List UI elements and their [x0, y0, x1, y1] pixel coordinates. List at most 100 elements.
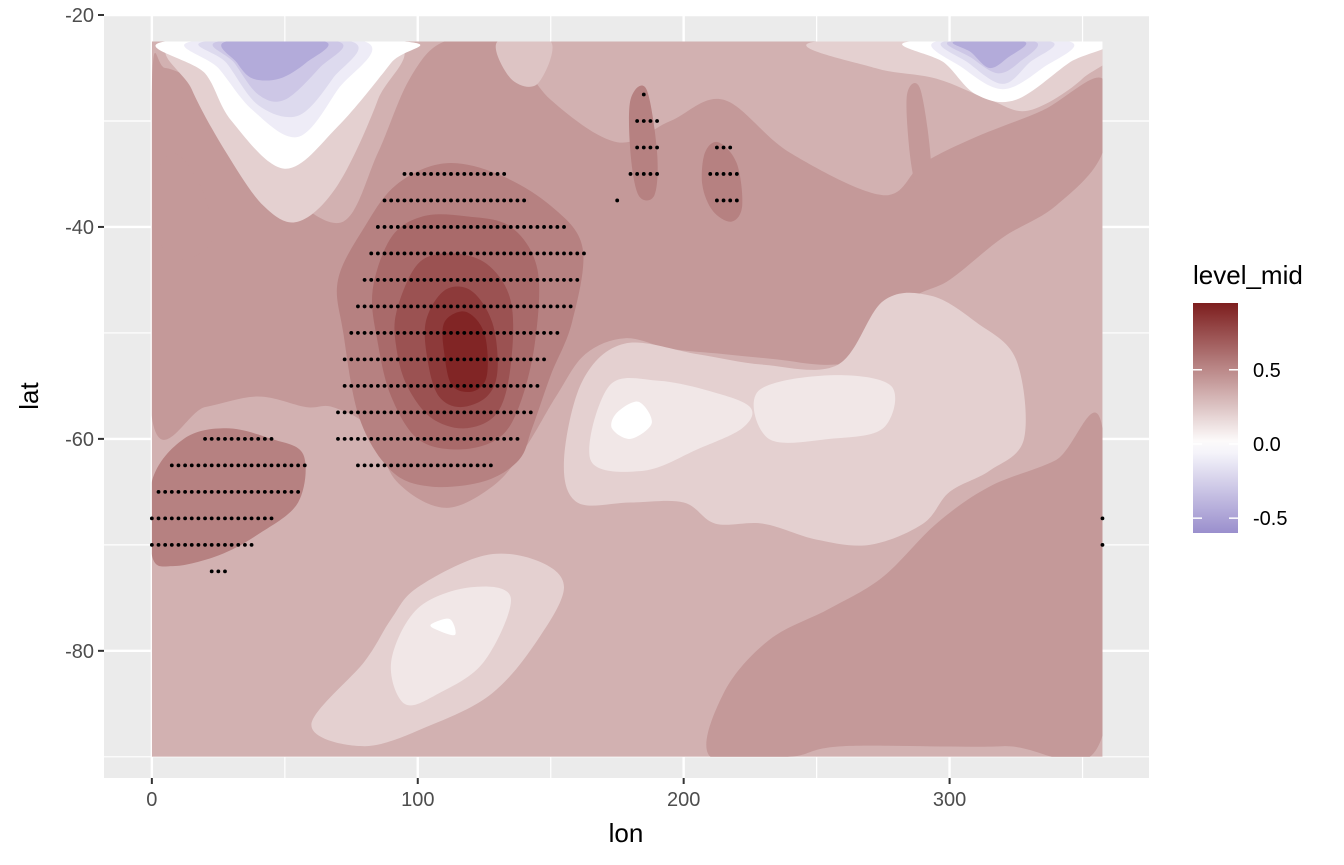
stipple-point — [196, 516, 201, 521]
stipple-point — [243, 436, 247, 441]
stipple-point — [189, 542, 194, 547]
stipple-point — [648, 172, 653, 176]
stipple-point — [209, 542, 214, 547]
stipple-point — [216, 569, 221, 574]
stipple-point — [415, 278, 420, 282]
stipple-point — [422, 384, 427, 388]
stipple-point — [356, 331, 360, 335]
stipple-point — [229, 436, 234, 441]
stipple-point — [455, 384, 460, 388]
stipple-point — [648, 145, 653, 150]
stipple-point — [522, 278, 527, 282]
stipple-point — [542, 251, 546, 256]
stipple-point — [336, 410, 340, 415]
stipple-point — [395, 278, 400, 282]
stipple-point — [395, 436, 400, 441]
stipple-point — [462, 384, 467, 388]
stipple-point — [296, 463, 301, 468]
stipple-point — [402, 357, 407, 362]
stipple-point — [349, 331, 354, 335]
stipple-point — [429, 304, 433, 309]
x-axis-title: lon — [609, 818, 644, 848]
stipple-point — [469, 172, 473, 176]
stipple-point — [389, 251, 394, 256]
stipple-point — [515, 357, 520, 362]
stipple-point — [382, 384, 387, 388]
stipple-point — [409, 436, 414, 441]
stipple-point — [515, 225, 520, 229]
stipple-point — [488, 198, 493, 203]
stipple-point — [382, 225, 387, 229]
stipple-point — [402, 198, 407, 203]
stipple-point — [522, 198, 527, 203]
stipple-point — [362, 410, 367, 415]
stipple-point — [502, 436, 507, 441]
stipple-point — [402, 436, 407, 441]
stipple-point — [488, 436, 493, 441]
stipple-point — [209, 569, 214, 574]
stipple-point — [189, 516, 194, 521]
stipple-point — [469, 357, 473, 362]
stipple-point — [469, 410, 473, 415]
stipple-point — [209, 463, 214, 468]
stipple-point — [528, 331, 533, 335]
stipple-point — [356, 357, 360, 362]
contour-band — [952, 41, 1027, 69]
stipple-point — [495, 251, 500, 256]
stipple-point — [488, 410, 493, 415]
stipple-point — [369, 357, 374, 362]
y-tick-label: -40 — [65, 217, 94, 239]
stipple-point — [648, 119, 653, 123]
stipple-point — [715, 198, 719, 203]
stipple-point — [362, 384, 367, 388]
stipple-point — [362, 278, 367, 282]
stipple-point — [183, 489, 188, 494]
stipple-point — [515, 251, 520, 256]
stipple-point — [369, 304, 374, 309]
legend-title: level_mid — [1193, 260, 1303, 290]
stipple-point — [548, 278, 553, 282]
stipple-point — [216, 463, 221, 468]
stipple-point — [469, 384, 473, 388]
stipple-point — [243, 489, 247, 494]
stipple-point — [409, 304, 414, 309]
stipple-point — [382, 357, 387, 362]
stipple-point — [369, 436, 374, 441]
stipple-point — [422, 278, 427, 282]
stipple-point — [256, 463, 261, 468]
stipple-point — [156, 542, 161, 547]
stipple-point — [415, 304, 420, 309]
stipple-point — [462, 331, 467, 335]
stipple-point — [395, 304, 400, 309]
stipple-point — [435, 357, 440, 362]
stipple-point — [469, 198, 473, 203]
stipple-point — [495, 436, 500, 441]
stipple-point — [229, 542, 234, 547]
stipple-point — [243, 463, 247, 468]
contour-band — [221, 41, 329, 81]
stipple-point — [389, 278, 394, 282]
stipple-point — [422, 172, 427, 176]
stipple-point — [422, 410, 427, 415]
stipple-point — [449, 172, 453, 176]
stipple-point — [395, 357, 400, 362]
stipple-point — [342, 436, 347, 441]
contour-band — [611, 401, 652, 439]
stipple-point — [429, 463, 433, 468]
contour-band — [390, 586, 511, 706]
stipple-point — [395, 331, 400, 335]
stipple-point — [429, 251, 433, 256]
stipple-point — [249, 436, 254, 441]
stipple-point — [635, 172, 640, 176]
stipple-point — [435, 436, 440, 441]
stipple-point — [482, 357, 487, 362]
stipple-point — [169, 516, 174, 521]
stipple-point — [641, 92, 646, 97]
stipple-point — [449, 410, 453, 415]
stipple-point — [422, 251, 427, 256]
stipple-point — [482, 436, 487, 441]
stipple-point — [462, 436, 467, 441]
stipple-point — [349, 436, 354, 441]
stipple-point — [382, 304, 387, 309]
